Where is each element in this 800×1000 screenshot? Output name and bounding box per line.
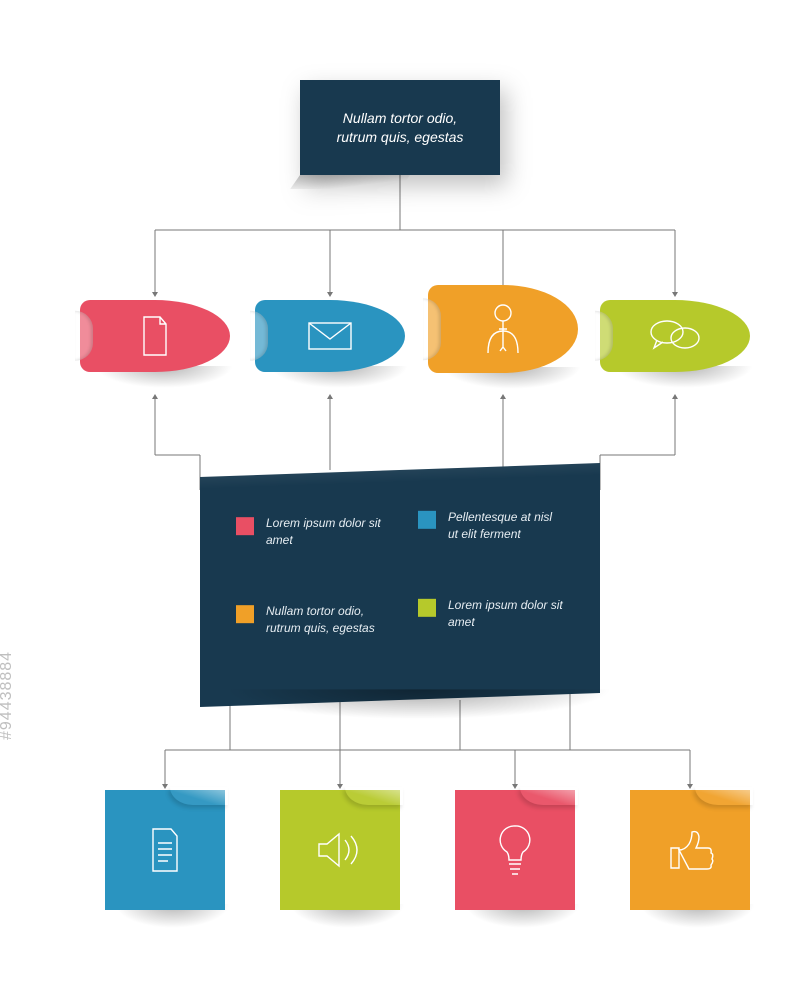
speaker-icon <box>313 828 367 872</box>
square-sound <box>280 790 400 910</box>
thumbs-up-icon <box>665 826 715 874</box>
chat-icon <box>647 316 703 356</box>
doc-icon <box>145 825 185 875</box>
pill-file <box>80 300 230 372</box>
square-thumb <box>630 790 750 910</box>
legend-text: Lorem ipsum dolor sit amet <box>448 597 564 631</box>
legend-item: Pellentesque at nisl ut elit ferment <box>418 509 564 567</box>
mail-icon <box>305 319 355 353</box>
square-doc <box>105 790 225 910</box>
file-icon <box>136 313 174 359</box>
pill-chat <box>600 300 750 372</box>
flowchart-canvas: Nullam tortor odio,rutrum quis, egestas … <box>0 0 800 1000</box>
lightbulb-icon <box>495 822 535 878</box>
pill-mail <box>255 300 405 372</box>
person-icon <box>480 301 526 357</box>
top-box-text: Nullam tortor odio,rutrum quis, egestas <box>337 109 464 147</box>
pill-person <box>428 285 578 373</box>
legend-item: Lorem ipsum dolor sit amet <box>236 515 382 573</box>
center-panel: Lorem ipsum dolor sit amet Pellentesque … <box>200 463 600 707</box>
legend-text: Nullam tortor odio, rutrum quis, egestas <box>266 603 382 637</box>
legend-item: Lorem ipsum dolor sit amet <box>418 597 564 655</box>
legend-item: Nullam tortor odio, rutrum quis, egestas <box>236 603 382 661</box>
legend-text: Lorem ipsum dolor sit amet <box>266 515 382 549</box>
square-bulb <box>455 790 575 910</box>
legend-text: Pellentesque at nisl ut elit ferment <box>448 509 564 543</box>
top-box: Nullam tortor odio,rutrum quis, egestas <box>300 80 500 175</box>
